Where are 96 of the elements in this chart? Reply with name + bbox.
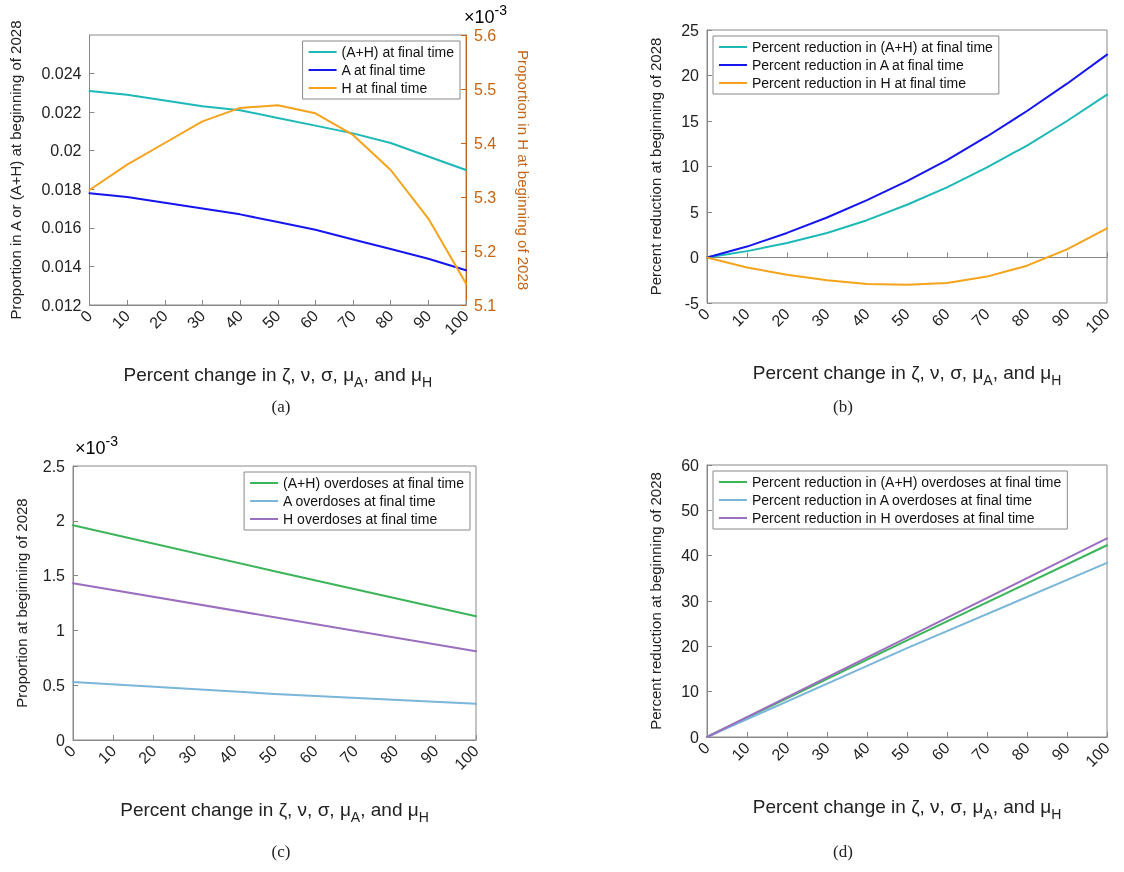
x-tick-label: 40 xyxy=(848,738,874,764)
x-tick-label: 50 xyxy=(888,304,914,330)
y2-tick-label: 5.4 xyxy=(474,134,497,152)
y-tick-label: 0 xyxy=(690,249,700,266)
y-axis-title: Percent reduction at beginning of 2028 xyxy=(646,472,664,730)
x-tick-label: 30 xyxy=(808,738,834,764)
y-tick-label: 1 xyxy=(56,621,66,639)
y-tick-label: 40 xyxy=(681,547,700,565)
x-tick-label: 60 xyxy=(296,306,322,332)
y-tick-label: 0.018 xyxy=(41,180,82,198)
x-tick-label: 60 xyxy=(928,738,954,764)
x-tick-label: 40 xyxy=(848,304,874,330)
y-tick-label: 0.012 xyxy=(41,296,82,314)
y2-tick-label: 5.3 xyxy=(474,188,497,206)
x-tick-label: 100 xyxy=(1082,304,1114,336)
legend-label: Percent reduction in H at final time xyxy=(752,75,967,91)
y-tick-label: 0.014 xyxy=(41,257,82,275)
x-tick-label: 100 xyxy=(1082,738,1114,770)
y-tick-label: 0.022 xyxy=(41,103,82,121)
y2-tick-label: 5.2 xyxy=(474,242,497,260)
x-tick-label: 80 xyxy=(1008,738,1034,764)
y-axis-title: Proportion in A or (A+H) at beginning of 2028 xyxy=(7,20,24,320)
x-tick-label: 20 xyxy=(768,304,794,330)
line-series xyxy=(706,227,1108,286)
legend-label: Percent reduction in A overdoses at final time xyxy=(752,492,1033,508)
x-tick-label: 10 xyxy=(108,306,134,332)
y-tick-label: 10 xyxy=(681,158,700,175)
x-tick-label: 100 xyxy=(451,741,483,773)
x-tick-label: 80 xyxy=(372,306,397,332)
x-tick-label: 50 xyxy=(888,738,914,764)
x-tick-label: 50 xyxy=(255,741,281,767)
x-tick-label: 60 xyxy=(928,304,954,330)
legend-label: Percent reduction in (A+H) overdoses at final time xyxy=(752,474,1062,490)
y-tick-label: 0.5 xyxy=(42,676,66,694)
x-tick-label: 90 xyxy=(417,741,442,767)
y-tick-label: -5 xyxy=(684,294,700,312)
y-tick-label: 20 xyxy=(681,67,700,84)
legend-label: H overdoses at final time xyxy=(283,511,438,527)
line-series xyxy=(88,192,467,272)
x-tick-label: 10 xyxy=(728,304,754,330)
y-tick-label: 60 xyxy=(681,456,700,474)
x-tick-label: 70 xyxy=(968,304,994,330)
x-tick-label: 100 xyxy=(441,306,473,338)
x-tick-label: 60 xyxy=(296,741,321,767)
x-tick-label: 80 xyxy=(376,741,402,767)
y-tick-label: 15 xyxy=(681,112,700,130)
y-tick-label: 0.016 xyxy=(41,219,82,237)
y-tick-label: 2 xyxy=(56,512,66,530)
y-axis-title: Proportion at beginning of 2028 xyxy=(12,498,30,708)
y-tick-label: 30 xyxy=(681,592,700,610)
text: (b) xyxy=(833,397,853,416)
legend-label: A at final time xyxy=(341,62,426,78)
y2-tick-label: 5.5 xyxy=(474,80,497,98)
y-tick-label: 0.02 xyxy=(50,142,82,160)
y-tick-label: 2.5 xyxy=(42,457,66,475)
x-tick-label: 90 xyxy=(1048,738,1074,764)
legend-label: Percent reduction in A at final time xyxy=(752,57,964,73)
x-tick-label: 20 xyxy=(146,306,171,332)
x-tick-label: 30 xyxy=(808,304,834,330)
y-tick-label: 25 xyxy=(681,21,700,39)
x-tick-label: 40 xyxy=(215,741,241,767)
y-tick-label: 20 xyxy=(681,637,700,655)
y2-tick-label: 5.6 xyxy=(474,26,497,44)
x-tick-label: 50 xyxy=(259,306,284,332)
x-tick-label: 70 xyxy=(336,741,362,767)
x-tick-label: 40 xyxy=(221,306,247,332)
text: (d) xyxy=(833,842,853,861)
x-tick-label: 90 xyxy=(1048,304,1074,330)
legend-label: (A+H) overdoses at final time xyxy=(283,475,465,491)
x-tick-label: 30 xyxy=(175,741,200,767)
line-series xyxy=(88,104,467,285)
x-tick-label: 10 xyxy=(728,738,754,764)
y-tick-label: 0.024 xyxy=(41,65,82,83)
y2-axis-title: Proportion in H at beginning of 2028 xyxy=(514,49,532,291)
legend-label: (A+H) at final time xyxy=(341,44,455,60)
x-tick-label: 70 xyxy=(334,306,360,332)
x-tick-label: 70 xyxy=(968,738,994,764)
y-tick-label: 10 xyxy=(681,683,700,701)
x-tick-label: 90 xyxy=(409,306,435,332)
y-tick-label: 1.5 xyxy=(42,567,66,585)
x-tick-label: 10 xyxy=(94,741,120,767)
line-series xyxy=(706,53,1108,259)
x-tick-label: 20 xyxy=(768,738,794,764)
y-axis-title: Percent reduction at beginning of 2028 xyxy=(646,37,664,296)
y2-tick-label: 5.1 xyxy=(474,296,497,314)
legend-label: Percent reduction in H overdoses at final time xyxy=(752,510,1035,526)
text: (a) xyxy=(271,397,291,416)
x-tick-label: 80 xyxy=(1008,304,1034,330)
legend-label: H at final time xyxy=(341,80,428,96)
legend-label: Percent reduction in (A+H) at final time xyxy=(752,39,994,55)
y-tick-label: 5 xyxy=(690,203,700,221)
text: (c) xyxy=(271,842,291,861)
x-tick-label: 20 xyxy=(135,741,160,767)
legend-label: A overdoses at final time xyxy=(283,493,436,509)
x-tick-label: 30 xyxy=(183,306,209,332)
y-tick-label: 50 xyxy=(681,501,700,519)
